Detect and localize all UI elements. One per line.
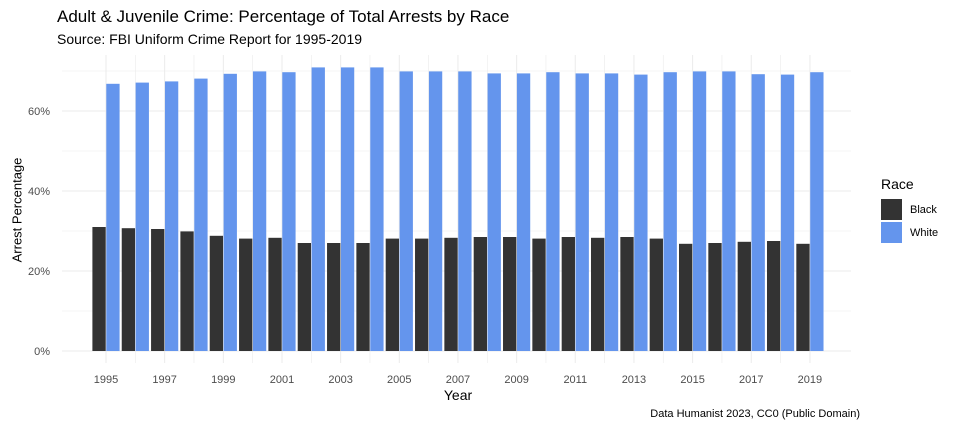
legend: Race Black White [881, 176, 938, 244]
x-tick-label: 2001 [270, 374, 294, 386]
y-axis-label: Arrest Percentage [9, 157, 25, 263]
bar-black-1997 [151, 229, 165, 351]
bar-black-2009 [503, 237, 517, 351]
bar-white-2013 [634, 74, 648, 351]
bar-white-2017 [751, 74, 765, 351]
y-axis-ticks: 0% 20% 40% 60% [28, 106, 50, 358]
x-tick-label: 2009 [504, 374, 528, 386]
legend-key-black [881, 199, 902, 220]
bar-white-2006 [428, 71, 443, 352]
bar-black-1998 [180, 231, 194, 351]
x-tick-label: 2007 [446, 374, 470, 386]
bar-white-2018 [780, 74, 795, 351]
x-axis-label: Year [443, 387, 473, 403]
bar-white-2010 [546, 72, 560, 351]
bar-black-2003 [327, 243, 341, 351]
x-tick-label: 2003 [328, 374, 352, 386]
chart-title: Adult & Juvenile Crime: Percentage of To… [57, 7, 510, 26]
y-tick-label: 20% [28, 266, 50, 278]
bar-white-1999 [223, 73, 237, 352]
bar-black-2007 [444, 237, 458, 351]
bar-white-2012 [604, 73, 619, 352]
bar-white-2005 [399, 71, 413, 352]
legend-item-white: White [881, 221, 938, 244]
y-tick-label: 40% [28, 186, 50, 198]
x-tick-label: 2013 [622, 374, 646, 386]
bar-white-2002 [311, 67, 325, 352]
bar-white-2004 [370, 67, 384, 352]
x-tick-label: 2011 [563, 374, 587, 386]
x-tick-label: 2015 [680, 374, 704, 386]
bar-black-2016 [708, 243, 722, 351]
bar-white-2011 [575, 73, 589, 352]
bar-white-2001 [282, 72, 296, 351]
x-tick-label: 2017 [739, 374, 763, 386]
bar-black-2014 [649, 238, 663, 351]
bar-black-2002 [297, 243, 312, 351]
bar-white-1995 [106, 83, 120, 352]
bar-white-2003 [340, 67, 355, 352]
bar-black-2000 [239, 238, 253, 351]
bar-black-2019 [796, 243, 810, 351]
bar-black-2013 [620, 237, 634, 351]
x-tick-label: 2005 [387, 374, 411, 386]
bar-white-2009 [516, 73, 531, 352]
legend-title: Race [881, 176, 914, 192]
caption: Data Humanist 2023, CC0 (Public Domain) [650, 408, 860, 420]
x-tick-label: 1999 [211, 374, 235, 386]
bar-black-1995 [92, 227, 106, 351]
legend-label-white: White [910, 226, 939, 239]
bar-white-1996 [135, 82, 149, 351]
bar-white-2019 [810, 72, 824, 351]
bar-black-2018 [766, 241, 781, 351]
bar-white-2015 [692, 71, 707, 352]
bar-black-2015 [679, 243, 693, 351]
bar-black-2001 [268, 237, 282, 351]
x-tick-label: 1997 [152, 374, 176, 386]
bar-white-2016 [722, 71, 736, 352]
legend-item-black: Black [881, 198, 938, 221]
bar-white-2007 [458, 71, 472, 352]
bar-white-1998 [194, 78, 208, 351]
bar-black-2011 [561, 237, 575, 351]
x-tick-label: 2019 [798, 374, 822, 386]
y-tick-label: 60% [28, 106, 50, 118]
bar-black-2012 [591, 237, 605, 351]
bar-white-2008 [487, 73, 501, 352]
y-tick-label: 0% [34, 346, 50, 358]
x-tick-label: 1995 [94, 374, 118, 386]
bar-black-2008 [473, 237, 487, 351]
bar-black-2010 [532, 238, 546, 351]
bars [92, 67, 824, 352]
bar-white-1997 [164, 81, 179, 352]
legend-key-white [881, 222, 902, 243]
legend-label-black: Black [910, 203, 937, 216]
chart-subtitle: Source: FBI Uniform Crime Report for 199… [57, 31, 363, 47]
bar-white-2000 [252, 71, 267, 352]
bar-black-1996 [121, 228, 136, 351]
bar-black-2005 [385, 238, 399, 351]
bar-black-1999 [209, 235, 224, 351]
bar-black-2006 [415, 238, 429, 351]
bar-white-2014 [663, 72, 677, 351]
bar-black-2004 [356, 243, 370, 351]
x-axis-ticks: 1995 1997 1999 2001 2003 2005 2007 2009 2011 2013… [94, 374, 822, 386]
bar-black-2017 [737, 241, 751, 351]
